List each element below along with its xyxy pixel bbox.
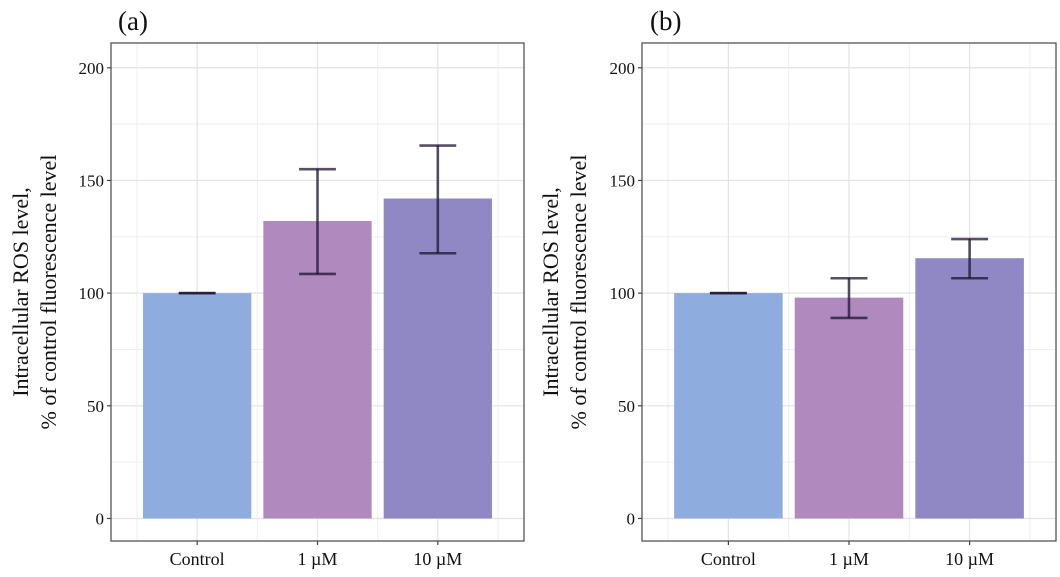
error-bar-2 [951,237,989,280]
y-tick-label: 150 [79,171,105,190]
y-axis-label-line1: Intracellular ROS level, [8,187,33,397]
y-axis-label-line2: % of control fluorescence level [36,155,61,430]
x-tick-label: 10 µM [413,549,462,569]
y-axis-label-line2: % of control fluorescence level [566,155,591,430]
x-tick-label: 10 µM [945,549,994,569]
y-tick-label: 0 [627,509,636,528]
y-tick-label: 0 [96,509,105,528]
y-tick-label: 200 [79,59,105,78]
panel-b: 0 50 100 150 200 Control 1 µM 10 µM Intracellula… [538,6,1057,569]
error-bar-1 [830,276,868,320]
error-bar-1 [299,167,336,276]
y-axis-label-line1: Intracellular ROS level, [538,187,563,397]
y-tick-label: 200 [610,59,636,78]
y-tick-label: 50 [618,397,635,416]
error-bar-2 [419,144,457,255]
y-tick-label: 100 [610,284,636,303]
bar-0 [674,293,783,519]
x-tick-label: 1 µM [829,549,869,569]
bar-2 [915,258,1024,519]
y-tick-label: 100 [79,284,105,303]
panel-a: 0 50 100 150 200 Control 1 µM 10 µM Intracellula… [8,6,525,569]
y-tick-label: 150 [610,171,636,190]
x-tick-label: Control [701,549,756,569]
panel-label: (b) [650,6,681,36]
x-tick-label: 1 µM [298,549,338,569]
y-tick-label: 50 [87,397,104,416]
panel-label: (a) [118,6,148,36]
x-tick-label: Control [170,549,225,569]
bar-1 [794,297,904,519]
bar-0 [143,293,252,519]
